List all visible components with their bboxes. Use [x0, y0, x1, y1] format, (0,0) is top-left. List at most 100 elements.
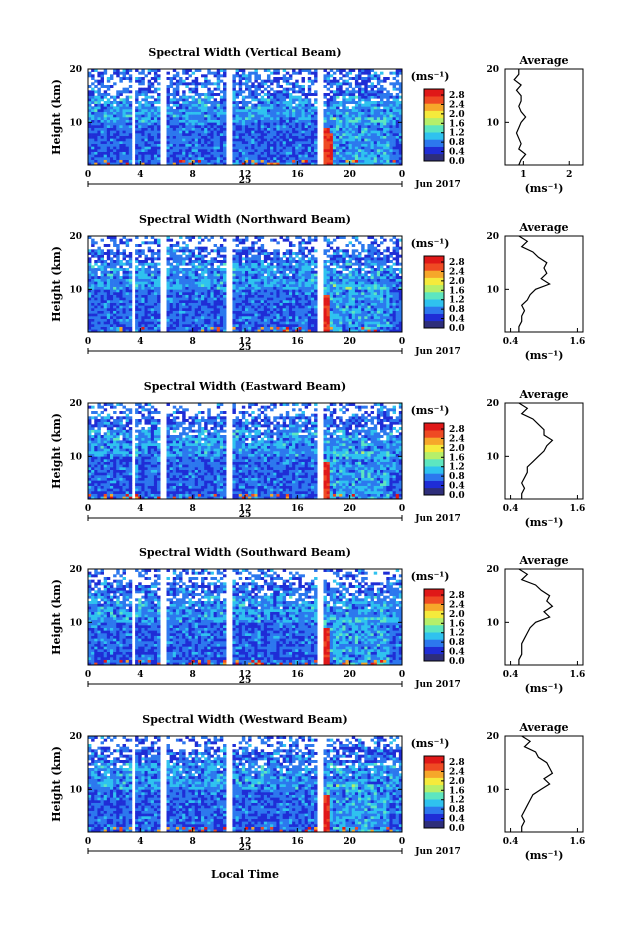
heatmap-cell [175, 85, 180, 88]
heatmap-cell [204, 103, 208, 107]
heatmap-cell [270, 316, 274, 319]
heatmap-cell [238, 316, 243, 319]
heatmap-cell [295, 122, 299, 126]
heatmap-cell [169, 244, 174, 247]
heatmap-cell [273, 98, 277, 102]
heatmap-cell [223, 246, 227, 250]
heatmap-cell [141, 324, 145, 327]
heatmap-cell [147, 95, 152, 99]
heatmap-cell [125, 119, 130, 123]
heatmap-cell [219, 127, 224, 131]
heatmap-cell [248, 93, 252, 96]
heatmap-cell [260, 273, 265, 277]
heatmap-cell [188, 74, 192, 78]
heatmap-cell [263, 300, 268, 303]
heatmap-cell [216, 265, 221, 269]
heatmap-cell [288, 122, 293, 126]
heatmap-cell [153, 318, 158, 322]
heatmap-cell [175, 270, 180, 274]
heatmap-cell [219, 90, 224, 94]
heatmap-cell [169, 141, 174, 144]
heatmap-cell [125, 135, 130, 139]
heatmap-cell [100, 98, 104, 102]
profile-title: Average [518, 54, 568, 67]
heatmap-cell [201, 109, 205, 112]
x-tick-label: 0 [399, 170, 405, 180]
heatmap-cell [336, 159, 340, 163]
heatmap-cell [157, 294, 161, 298]
heatmap-cell [144, 133, 148, 136]
heatmap-cell [282, 262, 287, 266]
heatmap-cell [125, 77, 130, 80]
heatmap-cell [122, 141, 126, 144]
heatmap-cell [263, 292, 268, 295]
heatmap-cell [122, 106, 126, 110]
heatmap-cell [147, 119, 152, 123]
heatmap-cell [175, 257, 180, 261]
heatmap-cell [103, 162, 108, 166]
heatmap-cell [276, 101, 280, 104]
heatmap-cell [210, 119, 214, 123]
heatmap-cell [248, 95, 252, 99]
heatmap-cell [97, 82, 101, 86]
heatmap-cell [153, 87, 158, 91]
heatmap-cell [301, 302, 305, 306]
heatmap-cell [323, 157, 327, 160]
heatmap-cell [175, 254, 180, 258]
heatmap-cell [122, 146, 126, 150]
heatmap-cell [135, 117, 139, 120]
heatmap-cell [113, 127, 117, 131]
heatmap-cell [122, 122, 126, 126]
heatmap-cell [91, 119, 95, 123]
heatmap-cell [106, 101, 111, 104]
heatmap-cell [235, 162, 240, 166]
heatmap-cell [282, 260, 287, 263]
heatmap-cell [157, 281, 161, 285]
heatmap-cell [241, 265, 246, 269]
heatmap-cell [279, 138, 283, 142]
heatmap-cell [179, 98, 183, 102]
heatmap-cell [185, 244, 189, 247]
heatmap-cell [285, 268, 290, 271]
heatmap-cell [109, 249, 114, 253]
heatmap-cell [380, 111, 384, 115]
heatmap-cell [169, 101, 174, 104]
heatmap-cell [298, 85, 302, 88]
heatmap-cell [389, 159, 393, 163]
heatmap-cell [241, 273, 246, 277]
heatmap-cell [197, 252, 202, 255]
heatmap-cell [125, 95, 130, 99]
heatmap-cell [119, 324, 123, 327]
heatmap-cell [251, 260, 255, 263]
heatmap-cell [260, 297, 265, 301]
heatmap-cell [307, 79, 312, 83]
heatmap-cell [116, 284, 120, 287]
heatmap-cell [241, 294, 246, 298]
heatmap-cell [97, 278, 101, 282]
heatmap-cell [386, 106, 390, 110]
heatmap-cell [285, 143, 290, 147]
heatmap-cell [370, 90, 375, 94]
heatmap-cell [106, 87, 111, 91]
heatmap-cell [329, 106, 334, 110]
heatmap-cell [273, 117, 277, 120]
heatmap-cell [351, 117, 356, 120]
heatmap-cell [361, 141, 365, 144]
heatmap-cell [191, 260, 196, 263]
heatmap-cell [213, 117, 218, 120]
heatmap-cell [314, 106, 318, 110]
heatmap-cell [332, 119, 337, 123]
heatmap-cell [354, 79, 359, 83]
heatmap-cell [254, 71, 258, 75]
heatmap-cell [125, 101, 130, 104]
heatmap-cell [389, 146, 393, 150]
heatmap-cell [109, 265, 114, 269]
heatmap-cell [169, 149, 174, 152]
heatmap-cell [138, 117, 142, 120]
heatmap-cell [238, 249, 243, 253]
heatmap-cell [339, 157, 343, 160]
heatmap-cell [288, 109, 293, 112]
heatmap-cell [119, 130, 123, 134]
heatmap-cell [144, 125, 148, 128]
heatmap-cell [361, 122, 365, 126]
